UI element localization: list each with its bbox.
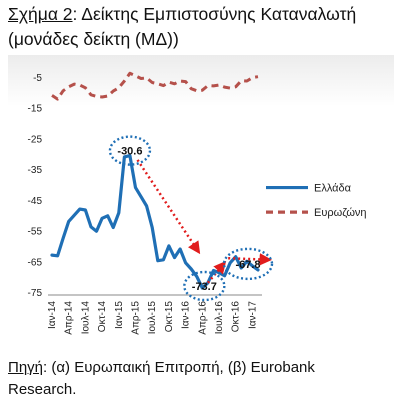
x-tick-label: Οκτ-16 <box>231 301 242 333</box>
annotation-label: -30.6 <box>117 146 142 158</box>
y-tick-label: -35 <box>28 165 43 176</box>
y-tick-label: -65 <box>28 257 43 268</box>
y-tick-label: -55 <box>28 227 43 238</box>
trend-arrows <box>136 159 273 284</box>
legend-label: Ελλάδα <box>314 183 352 195</box>
series-line-greece <box>50 153 260 290</box>
source-separator: : <box>43 359 48 376</box>
x-tick-label: Απρ-14 <box>64 301 75 335</box>
annotation-circle <box>183 270 226 302</box>
annotation-circle <box>108 135 152 166</box>
y-tick-label: -15 <box>28 104 43 115</box>
title-text: Δείκτης Εμπιστοσύνης Καταναλωτή <box>77 4 357 24</box>
x-tick-label: Ιουλ-15 <box>147 301 158 335</box>
annotation-label: -73.7 <box>192 281 217 293</box>
chart-title: Σχήμα 2: Δείκτης Εμπιστοσύνης Καταναλωτή… <box>8 2 398 52</box>
x-tick-label: Απρ-15 <box>131 301 142 335</box>
trend-arrow <box>136 159 201 255</box>
source-note: Πηγή: (α) Ευρωπαική Επιτροπή, (β) Euroba… <box>8 357 394 401</box>
series-layer <box>50 71 260 290</box>
x-tick-label: Ιουλ-16 <box>214 301 225 335</box>
figure-number: Σχήμα 2 <box>8 4 73 24</box>
annotations: -30.6 -73.7 -67.8 <box>108 135 274 302</box>
source-text: (α) Ευρωπαική Επιτροπή, (β) Eurobank <box>47 359 315 376</box>
x-axis: Ιαν-14 Απρ-14 Ιουλ-14 Οκτ-14 Ιαν-15 Απρ-15 Ιου… <box>47 294 262 335</box>
source-label: Πηγή <box>8 359 44 376</box>
y-tick-label: -75 <box>28 288 43 299</box>
annotation-label: -67.8 <box>235 259 260 271</box>
line-chart: -5 -15 -25 -35 -45 -55 -65 -75 Ιαν-14 Απρ-14 Ιουλ… <box>28 71 367 335</box>
trend-arrow <box>228 253 273 266</box>
y-axis: -5 -15 -25 -35 -45 -55 -65 -75 <box>28 73 43 299</box>
title-units: (μονάδες δείκτη (ΜΔ)) <box>8 29 179 49</box>
series-line-eurozone <box>51 71 259 101</box>
x-tick-label: Ιαν-14 <box>47 301 58 329</box>
x-tick-label: Απρ-16 <box>197 301 208 335</box>
x-tick-label: Οκτ-15 <box>164 301 175 333</box>
x-tick-label: Ιαν-17 <box>247 301 258 329</box>
x-tick-label: Ιουλ-14 <box>80 301 91 335</box>
y-tick-label: -25 <box>28 134 43 145</box>
annotation-circle <box>222 247 274 281</box>
x-tick-label: Ιαν-16 <box>181 301 192 329</box>
x-tick-label: Ιαν-15 <box>114 301 125 329</box>
y-tick-label: -45 <box>28 196 43 207</box>
source-text-cont: Research. <box>8 381 77 398</box>
x-tick-label: Οκτ-14 <box>97 301 108 333</box>
y-tick-label: -5 <box>33 73 42 84</box>
title-separator: : <box>72 4 78 24</box>
legend: Ελλάδα Ευρωζώνη <box>266 183 367 219</box>
legend-label: Ευρωζώνη <box>314 207 367 219</box>
trend-arrow <box>206 260 227 284</box>
chart-area: -5 -15 -25 -35 -45 -55 -65 -75 Ιαν-14 Απρ-14 Ιουλ… <box>8 55 394 341</box>
